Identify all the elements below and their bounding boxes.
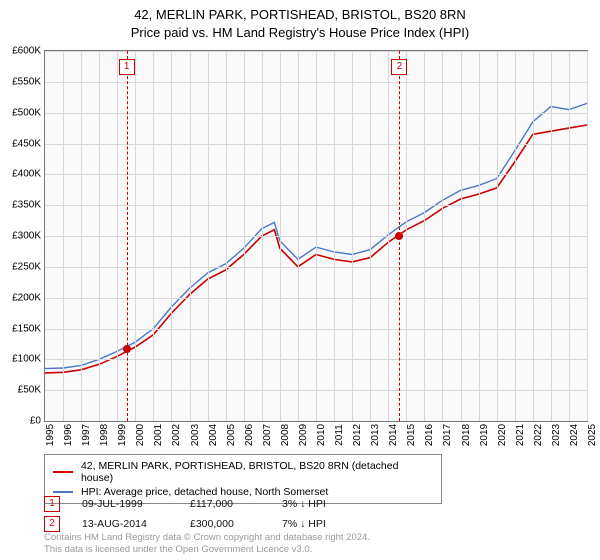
- x-axis-label: 2024: [569, 424, 580, 446]
- x-axis-label: 1999: [117, 424, 128, 446]
- y-axis-label: £450K: [12, 138, 45, 149]
- x-axis-label: 2020: [497, 424, 508, 446]
- table-row: 2 13-AUG-2014 £300,000 7% ↓ HPI: [44, 514, 352, 534]
- x-axis-label: 2004: [208, 424, 219, 446]
- x-axis-label: 2017: [442, 424, 453, 446]
- x-axis-label: 2000: [135, 424, 146, 446]
- x-axis-label: 2008: [280, 424, 291, 446]
- sale-price: £117,000: [190, 498, 260, 510]
- x-axis-label: 1995: [45, 424, 56, 446]
- x-axis-label: 2022: [533, 424, 544, 446]
- x-axis-label: 1997: [81, 424, 92, 446]
- footer-line: This data is licensed under the Open Gov…: [44, 544, 312, 555]
- x-axis-label: 1998: [99, 424, 110, 446]
- y-axis-label: £600K: [12, 46, 45, 57]
- sale-price: £300,000: [190, 518, 260, 530]
- x-axis-label: 2018: [461, 424, 472, 446]
- marker-vline: [127, 51, 128, 421]
- y-axis-label: £150K: [12, 323, 45, 334]
- y-axis-label: £400K: [12, 169, 45, 180]
- legend-swatch: [53, 491, 73, 493]
- sales-table: 1 09-JUL-1999 £117,000 3% ↓ HPI 2 13-AUG…: [44, 494, 352, 534]
- x-axis-label: 2019: [479, 424, 490, 446]
- marker-box: 2: [391, 59, 407, 75]
- title-subtitle: Price paid vs. HM Land Registry's House …: [131, 25, 469, 40]
- marker-ref: 1: [44, 496, 60, 512]
- y-axis-label: £550K: [12, 76, 45, 87]
- x-axis-label: 2011: [334, 424, 345, 446]
- page-title: 42, MERLIN PARK, PORTISHEAD, BRISTOL, BS…: [0, 0, 600, 41]
- y-axis-label: £350K: [12, 200, 45, 211]
- x-axis-label: 2013: [370, 424, 381, 446]
- x-axis-label: 2003: [190, 424, 201, 446]
- marker-dot: [123, 345, 131, 353]
- legend-swatch: [53, 471, 73, 473]
- x-axis-label: 2005: [226, 424, 237, 446]
- x-axis-label: 2006: [244, 424, 255, 446]
- x-axis-label: 1996: [63, 424, 74, 446]
- x-axis-label: 2021: [515, 424, 526, 446]
- x-axis-label: 2002: [171, 424, 182, 446]
- x-axis-label: 2023: [551, 424, 562, 446]
- x-axis-label: 2009: [298, 424, 309, 446]
- table-row: 1 09-JUL-1999 £117,000 3% ↓ HPI: [44, 494, 352, 514]
- x-axis-label: 2014: [388, 424, 399, 446]
- price-chart: £0£50K£100K£150K£200K£250K£300K£350K£400…: [44, 50, 588, 422]
- marker-box: 1: [119, 59, 135, 75]
- legend-label: 42, MERLIN PARK, PORTISHEAD, BRISTOL, BS…: [81, 460, 433, 484]
- title-address: 42, MERLIN PARK, PORTISHEAD, BRISTOL, BS…: [134, 7, 466, 22]
- y-axis-label: £300K: [12, 231, 45, 242]
- x-axis-label: 2012: [352, 424, 363, 446]
- y-axis-label: £200K: [12, 292, 45, 303]
- y-axis-label: £500K: [12, 107, 45, 118]
- x-axis-label: 2007: [262, 424, 273, 446]
- marker-ref: 2: [44, 516, 60, 532]
- sale-date: 09-JUL-1999: [82, 498, 168, 510]
- y-axis-label: £50K: [18, 385, 45, 396]
- y-axis-label: £100K: [12, 354, 45, 365]
- x-axis-label: 2010: [316, 424, 327, 446]
- footer-attribution: Contains HM Land Registry data © Crown c…: [44, 532, 370, 556]
- footer-line: Contains HM Land Registry data © Crown c…: [44, 532, 370, 543]
- x-axis-label: 2025: [587, 424, 598, 446]
- sale-date: 13-AUG-2014: [82, 518, 168, 530]
- y-axis-label: £0: [30, 416, 45, 427]
- x-axis-label: 2001: [153, 424, 164, 446]
- legend-item: 42, MERLIN PARK, PORTISHEAD, BRISTOL, BS…: [53, 459, 433, 485]
- y-axis-label: £250K: [12, 261, 45, 272]
- sale-change: 3% ↓ HPI: [282, 498, 352, 510]
- x-axis-label: 2015: [406, 424, 417, 446]
- sale-change: 7% ↓ HPI: [282, 518, 352, 530]
- x-axis-label: 2016: [424, 424, 435, 446]
- marker-dot: [395, 232, 403, 240]
